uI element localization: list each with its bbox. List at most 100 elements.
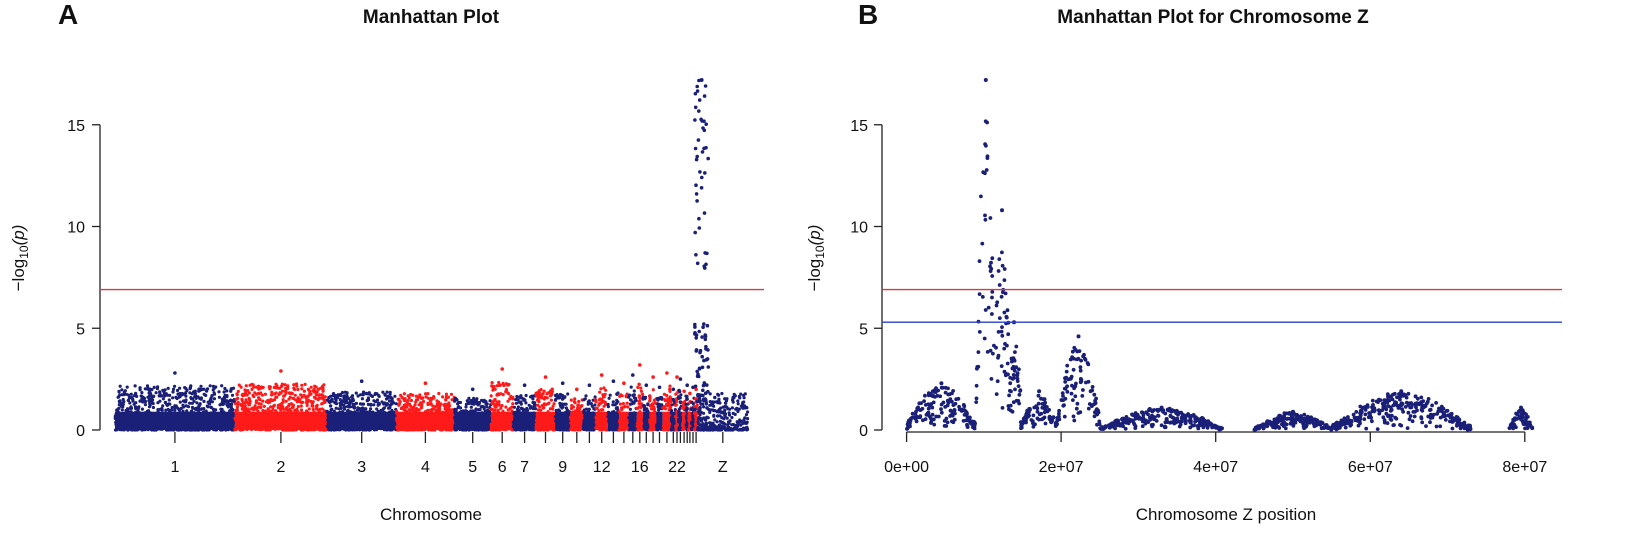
snp-point xyxy=(355,408,360,412)
snp-point xyxy=(996,269,1001,273)
snp-point xyxy=(389,402,393,407)
snp-point xyxy=(230,393,235,397)
snp-point xyxy=(990,274,995,278)
snp-point xyxy=(386,396,390,400)
snp-point xyxy=(625,401,629,405)
snp-point xyxy=(372,403,376,407)
snp-point xyxy=(266,407,270,411)
snp-point xyxy=(927,414,932,418)
snp-point xyxy=(599,387,603,391)
snp-point xyxy=(550,390,554,394)
snp-point xyxy=(511,402,515,406)
snp-point xyxy=(542,402,547,406)
snp-point xyxy=(1002,310,1007,315)
snp-point xyxy=(741,421,745,425)
snp-point xyxy=(911,415,916,420)
snp-point xyxy=(441,395,445,399)
snp-point xyxy=(1006,372,1010,377)
snp-point xyxy=(177,407,181,411)
snp-point xyxy=(707,421,712,425)
snp-point xyxy=(717,393,721,397)
snp-point xyxy=(457,405,461,409)
snp-point xyxy=(736,399,740,403)
region-3-points xyxy=(1006,320,1023,424)
snp-point xyxy=(480,398,484,402)
snp-point xyxy=(375,407,379,411)
snp-point xyxy=(656,405,660,409)
snp-point xyxy=(294,398,298,402)
snp-point xyxy=(318,396,322,400)
snp-point xyxy=(165,403,169,407)
snp-point xyxy=(345,397,349,401)
snp-point xyxy=(929,421,933,425)
snp-point xyxy=(1017,367,1021,372)
snp-point xyxy=(299,408,304,412)
snp-point xyxy=(700,424,704,428)
snp-point xyxy=(286,384,290,388)
snp-point xyxy=(476,403,480,407)
snp-point xyxy=(649,407,654,411)
snp-point xyxy=(292,383,296,387)
snp-point xyxy=(202,392,206,396)
snp-point xyxy=(697,410,701,414)
snp-point xyxy=(164,408,168,412)
chromosome-25-band xyxy=(685,411,689,430)
snp-point xyxy=(292,386,296,390)
snp-point xyxy=(703,337,708,342)
snp-point xyxy=(235,393,239,397)
snp-point xyxy=(311,404,315,408)
snp-point xyxy=(704,398,708,403)
snp-point xyxy=(426,408,430,412)
snp-point xyxy=(257,387,261,391)
snp-point xyxy=(922,399,926,403)
snp-point xyxy=(711,421,715,425)
snp-point xyxy=(118,399,122,403)
snp-point xyxy=(557,395,561,399)
panel-b-points xyxy=(905,78,1535,432)
snp-point xyxy=(1013,387,1017,392)
snp-point xyxy=(299,404,303,408)
snp-point xyxy=(524,401,528,405)
snp-point xyxy=(261,408,265,413)
panel-b: B Manhattan Plot for Chromosome Z −log10… xyxy=(805,0,1562,524)
snp-point xyxy=(330,407,334,411)
snp-point xyxy=(287,404,291,408)
snp-point xyxy=(453,399,457,403)
snp-point xyxy=(397,402,401,406)
snp-point-top xyxy=(560,381,565,386)
snp-point xyxy=(948,414,952,418)
snp-point xyxy=(220,407,224,412)
snp-point xyxy=(152,385,156,389)
snp-point xyxy=(710,425,715,429)
snp-point xyxy=(702,322,706,326)
snp-point xyxy=(240,397,244,401)
snp-point xyxy=(678,390,682,394)
snp-point xyxy=(300,387,304,391)
chromosome-15-band xyxy=(628,411,637,430)
snp-point xyxy=(724,428,728,432)
snp-point xyxy=(480,404,484,408)
snp-point xyxy=(965,411,969,416)
snp-point xyxy=(702,405,706,409)
chromosome-Z-label: Z xyxy=(718,459,728,476)
snp-point xyxy=(484,400,488,404)
snp-point xyxy=(648,396,652,400)
snp-point xyxy=(400,395,404,400)
snp-point xyxy=(706,156,710,161)
snp-point xyxy=(250,382,254,386)
snp-point xyxy=(693,91,698,96)
snp-point xyxy=(536,393,540,397)
snp-point xyxy=(598,390,602,394)
snp-point xyxy=(497,383,501,388)
snp-point xyxy=(326,398,330,402)
snp-point xyxy=(444,392,448,396)
chromosome-27-band xyxy=(691,411,695,430)
snp-point xyxy=(618,402,623,406)
snp-point xyxy=(952,417,957,422)
snp-point xyxy=(321,389,325,393)
region-0-points xyxy=(905,381,977,431)
snp-point xyxy=(490,407,494,411)
snp-point xyxy=(226,403,230,407)
snp-point xyxy=(608,393,612,397)
panel-b-ylabel-tail: (p) xyxy=(805,225,824,246)
